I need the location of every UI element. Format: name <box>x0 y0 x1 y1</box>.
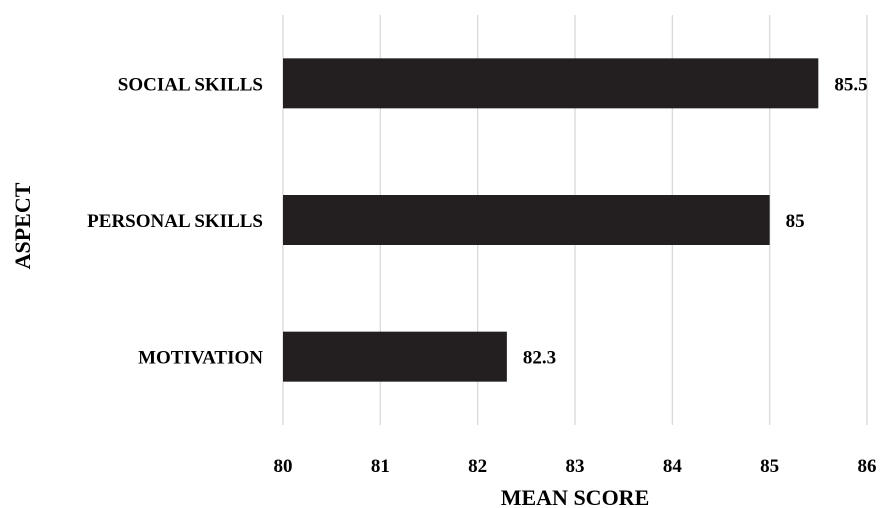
category-label: PERSONAL SKILLS <box>87 211 263 232</box>
y-axis-title: ASPECT <box>10 182 35 269</box>
x-tick-label: 82 <box>468 456 487 477</box>
data-label: 82.3 <box>523 348 556 369</box>
x-tick-label: 86 <box>858 456 877 477</box>
data-label: 85.5 <box>834 74 867 95</box>
bar-motivation <box>283 331 507 382</box>
category-labels: SOCIAL SKILLS PERSONAL SKILLS MOTIVATION <box>87 74 263 368</box>
bar-social-skills <box>283 58 819 109</box>
x-tick-label: 84 <box>663 456 683 477</box>
x-tick-label: 83 <box>566 456 585 477</box>
category-label: SOCIAL SKILLS <box>118 74 263 95</box>
category-label: MOTIVATION <box>138 348 263 369</box>
bars <box>283 58 819 382</box>
x-tick-label: 85 <box>760 456 779 477</box>
x-tick-label: 80 <box>274 456 293 477</box>
data-label: 85 <box>786 211 805 232</box>
x-axis-title: MEAN SCORE <box>501 485 650 508</box>
x-tick-label: 81 <box>371 456 390 477</box>
data-labels: 85.5 85 82.3 <box>523 74 868 368</box>
x-tick-labels: 80 81 82 83 84 85 86 <box>274 456 877 477</box>
bar-personal-skills <box>283 195 770 245</box>
